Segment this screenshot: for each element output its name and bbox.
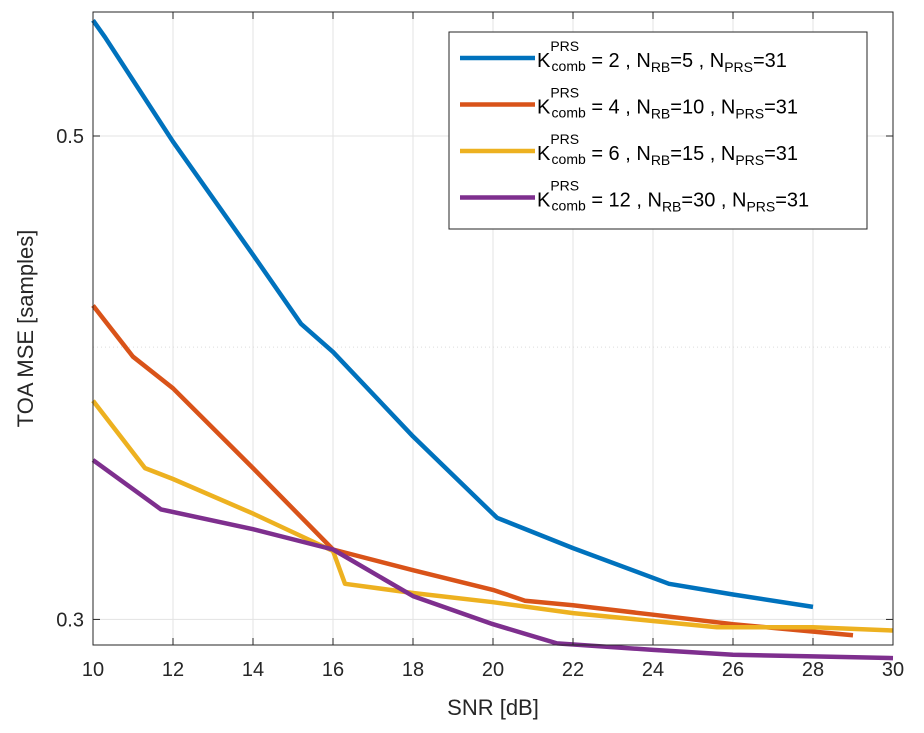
series-line-3 <box>91 399 894 633</box>
legend-entry-1: KPRS comb = 2 , NRB=5 , NPRS=31 <box>460 38 787 75</box>
legend-label: KPRS comb = 12 , NRB=30 , NPRS=31 <box>537 178 809 215</box>
y-axis-label: TOA MSE [samples] <box>13 230 38 428</box>
x-tick-label: 20 <box>482 659 504 681</box>
x-axis-label: SNR [dB] <box>447 695 539 720</box>
x-tick-label: 12 <box>162 659 184 681</box>
series-line-4 <box>91 458 894 661</box>
x-tick-label: 30 <box>882 659 904 681</box>
legend-label: KPRS comb = 2 , NRB=5 , NPRS=31 <box>537 38 787 75</box>
series-line-1 <box>91 18 814 610</box>
x-tick-label: 24 <box>642 659 664 681</box>
series-lines <box>91 18 894 661</box>
y-ticks: 0.3 0.5 <box>56 126 893 631</box>
legend-entry-2: KPRS comb = 4 , NRB=10 , NPRS=31 <box>460 85 798 122</box>
x-tick-label: 22 <box>562 659 584 681</box>
legend-label: KPRS comb = 4 , NRB=10 , NPRS=31 <box>537 85 798 122</box>
x-tick-label: 28 <box>802 659 824 681</box>
y-tick-label: 0.3 <box>56 609 84 631</box>
legend-entry-3: KPRS comb = 6 , NRB=15 , NPRS=31 <box>460 131 798 168</box>
x-tick-label: 18 <box>402 659 424 681</box>
x-tick-label: 10 <box>82 659 104 681</box>
series-line-2 <box>91 304 854 638</box>
legend-label: KPRS comb = 6 , NRB=15 , NPRS=31 <box>537 131 798 168</box>
legend: KPRS comb = 2 , NRB=5 , NPRS=31 KPRS comb =… <box>448 31 868 230</box>
x-tick-label: 16 <box>322 659 344 681</box>
x-tick-label: 26 <box>722 659 744 681</box>
y-tick-label: 0.5 <box>56 126 84 148</box>
legend-entry-4: KPRS comb = 12 , NRB=30 , NPRS=31 <box>460 178 809 215</box>
x-tick-label: 14 <box>242 659 264 681</box>
x-ticks: 10 12 14 16 18 20 22 24 26 28 30 <box>82 12 904 681</box>
